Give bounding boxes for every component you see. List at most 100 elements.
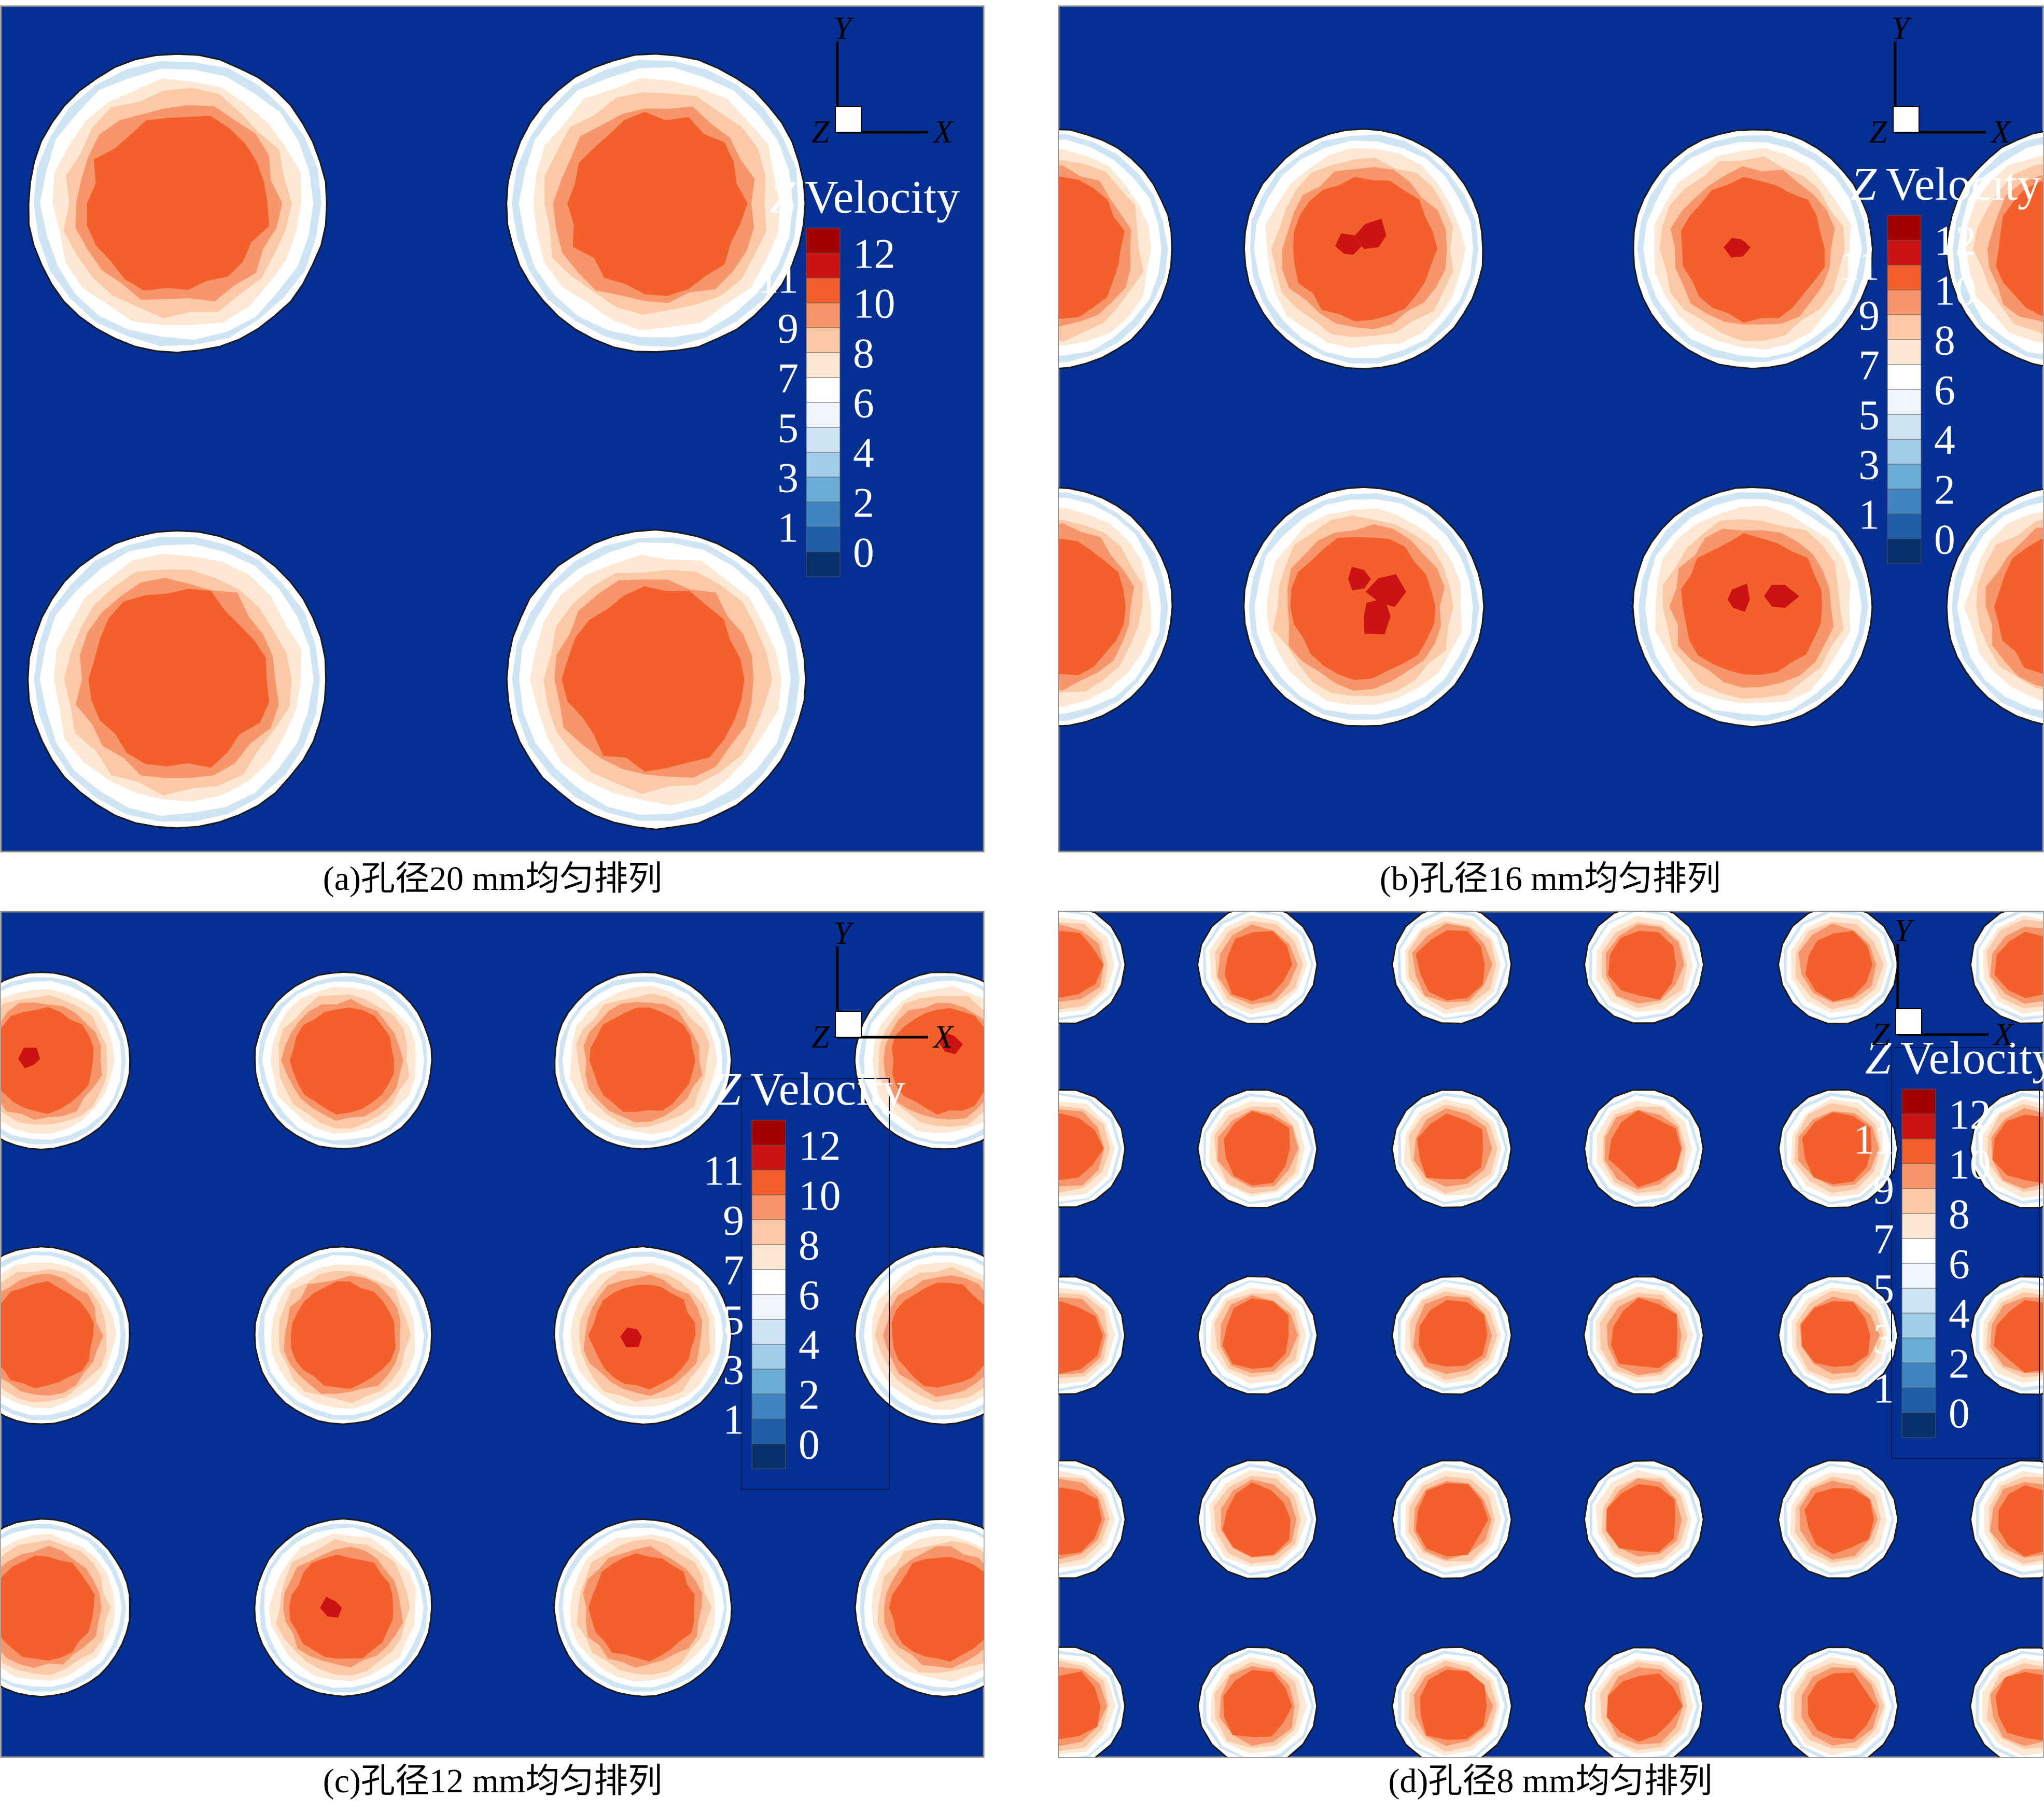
contour-band — [1290, 537, 1436, 680]
colorbar-band — [1901, 1138, 1936, 1164]
colorbar-band — [1887, 489, 1922, 514]
triad-z-box — [835, 106, 862, 133]
hole — [1059, 912, 1126, 1024]
triad-y-label: Y — [1894, 913, 1915, 949]
legend-box — [1891, 1047, 2040, 1459]
colorbar-band — [806, 402, 841, 428]
colorbar-tick-label: 12 — [1949, 1091, 1991, 1138]
legend-title-variable: Z — [1865, 1033, 1892, 1084]
triad-x-label: X — [932, 115, 954, 150]
contour-band — [1801, 1301, 1871, 1367]
contour-band — [1059, 176, 1125, 319]
legend-title: Z Velocity — [1865, 1033, 2044, 1084]
colorbar-tick-label: 9 — [1873, 1166, 1894, 1213]
hotspot — [1335, 233, 1362, 255]
contour-band — [589, 1553, 695, 1662]
contour-band — [290, 1281, 396, 1389]
contour-band — [567, 111, 748, 296]
colorbar-band — [751, 1319, 786, 1345]
colorbar-tick-label: 0 — [799, 1421, 820, 1468]
hole — [1197, 1275, 1319, 1395]
hole — [853, 971, 984, 1150]
legend-box — [741, 1078, 890, 1490]
colorbar-tick-label: 10 — [1934, 267, 1977, 314]
contour-band — [1994, 1300, 2043, 1373]
colorbar-band — [806, 377, 841, 403]
hotspot — [1364, 598, 1391, 635]
contour-band — [1995, 1672, 2043, 1741]
triad-z-box — [1893, 106, 1920, 133]
contour-band — [88, 589, 270, 768]
triad-x-label: X — [1992, 1017, 2014, 1052]
hotspot — [940, 1032, 963, 1054]
triad-y-label: Y — [834, 11, 855, 46]
contour-band — [1224, 931, 1292, 1001]
colorbar-band — [1901, 1313, 1936, 1339]
axis-triad: Y X Z — [1869, 11, 2012, 150]
colorbar-band — [806, 228, 841, 254]
hole — [1777, 1459, 1899, 1579]
colorbar-band — [751, 1269, 786, 1295]
colorbar-tick-label: 6 — [1934, 367, 1955, 414]
colorbar-tick-label: 8 — [1949, 1191, 1970, 1238]
triad-z-label: Z — [811, 115, 830, 150]
colorbar-tick-label: 2 — [1949, 1340, 1970, 1387]
hole — [854, 1518, 984, 1698]
panel-background — [0, 911, 985, 1758]
colorbar-band — [1901, 1113, 1936, 1139]
contour-band — [1059, 1671, 1101, 1739]
colorbar-tick-label: 8 — [799, 1222, 820, 1269]
hole — [854, 1246, 984, 1426]
contour-band — [1, 1007, 94, 1114]
contour-band — [289, 1007, 394, 1115]
triad-z-box — [1895, 1008, 1922, 1035]
contour-band — [589, 1007, 696, 1112]
contour-band — [891, 1008, 984, 1114]
hole — [506, 528, 807, 830]
colorbar-tick-label: 8 — [853, 330, 874, 377]
colorbar-band — [751, 1369, 786, 1395]
colorbar-band — [1887, 538, 1922, 564]
hole — [554, 971, 733, 1150]
colorbar-band — [1901, 1387, 1936, 1413]
hole — [1391, 1646, 1513, 1757]
colorbar-band — [1901, 1089, 1936, 1114]
colorbar-tick-label: 11 — [1853, 1116, 1894, 1163]
hole — [1391, 1089, 1513, 1208]
hole — [1, 971, 131, 1151]
hole — [254, 1517, 433, 1697]
hole — [1583, 1459, 1704, 1579]
triad-y-label: Y — [834, 916, 855, 951]
colorbar-band — [751, 1244, 786, 1270]
colorbar-band — [806, 427, 841, 453]
contour-band — [1419, 1300, 1488, 1367]
colorbar-tick-label: 4 — [853, 429, 874, 477]
legend-title-text: Velocity — [750, 1064, 905, 1115]
colorbar-band — [751, 1393, 786, 1419]
triad-z-box — [835, 1011, 862, 1038]
contour-band — [1420, 1669, 1487, 1740]
contour-band — [1992, 1114, 2043, 1183]
colorbar-tick-label: 2 — [799, 1371, 820, 1418]
hole — [1632, 486, 1873, 728]
hole — [1945, 131, 2043, 367]
hole — [1583, 1647, 1704, 1757]
hole — [1197, 1646, 1318, 1757]
hole — [254, 971, 433, 1150]
hole — [1059, 1089, 1126, 1208]
colorbar-band — [751, 1344, 786, 1370]
axis-triad: Y X Z — [811, 11, 954, 150]
hotspot — [1723, 238, 1751, 258]
contour-band — [1059, 1113, 1104, 1180]
colorbar-band — [751, 1194, 786, 1220]
hole — [1, 1518, 131, 1698]
colorbar-tick-label: 6 — [853, 380, 874, 427]
contour-band — [1, 1555, 95, 1661]
hole — [1391, 1276, 1513, 1396]
colorbar-band — [1887, 264, 1922, 290]
colorbar-band — [1887, 414, 1922, 440]
caption-b: (b)孔径16 mm均匀排列 — [1379, 860, 1721, 898]
